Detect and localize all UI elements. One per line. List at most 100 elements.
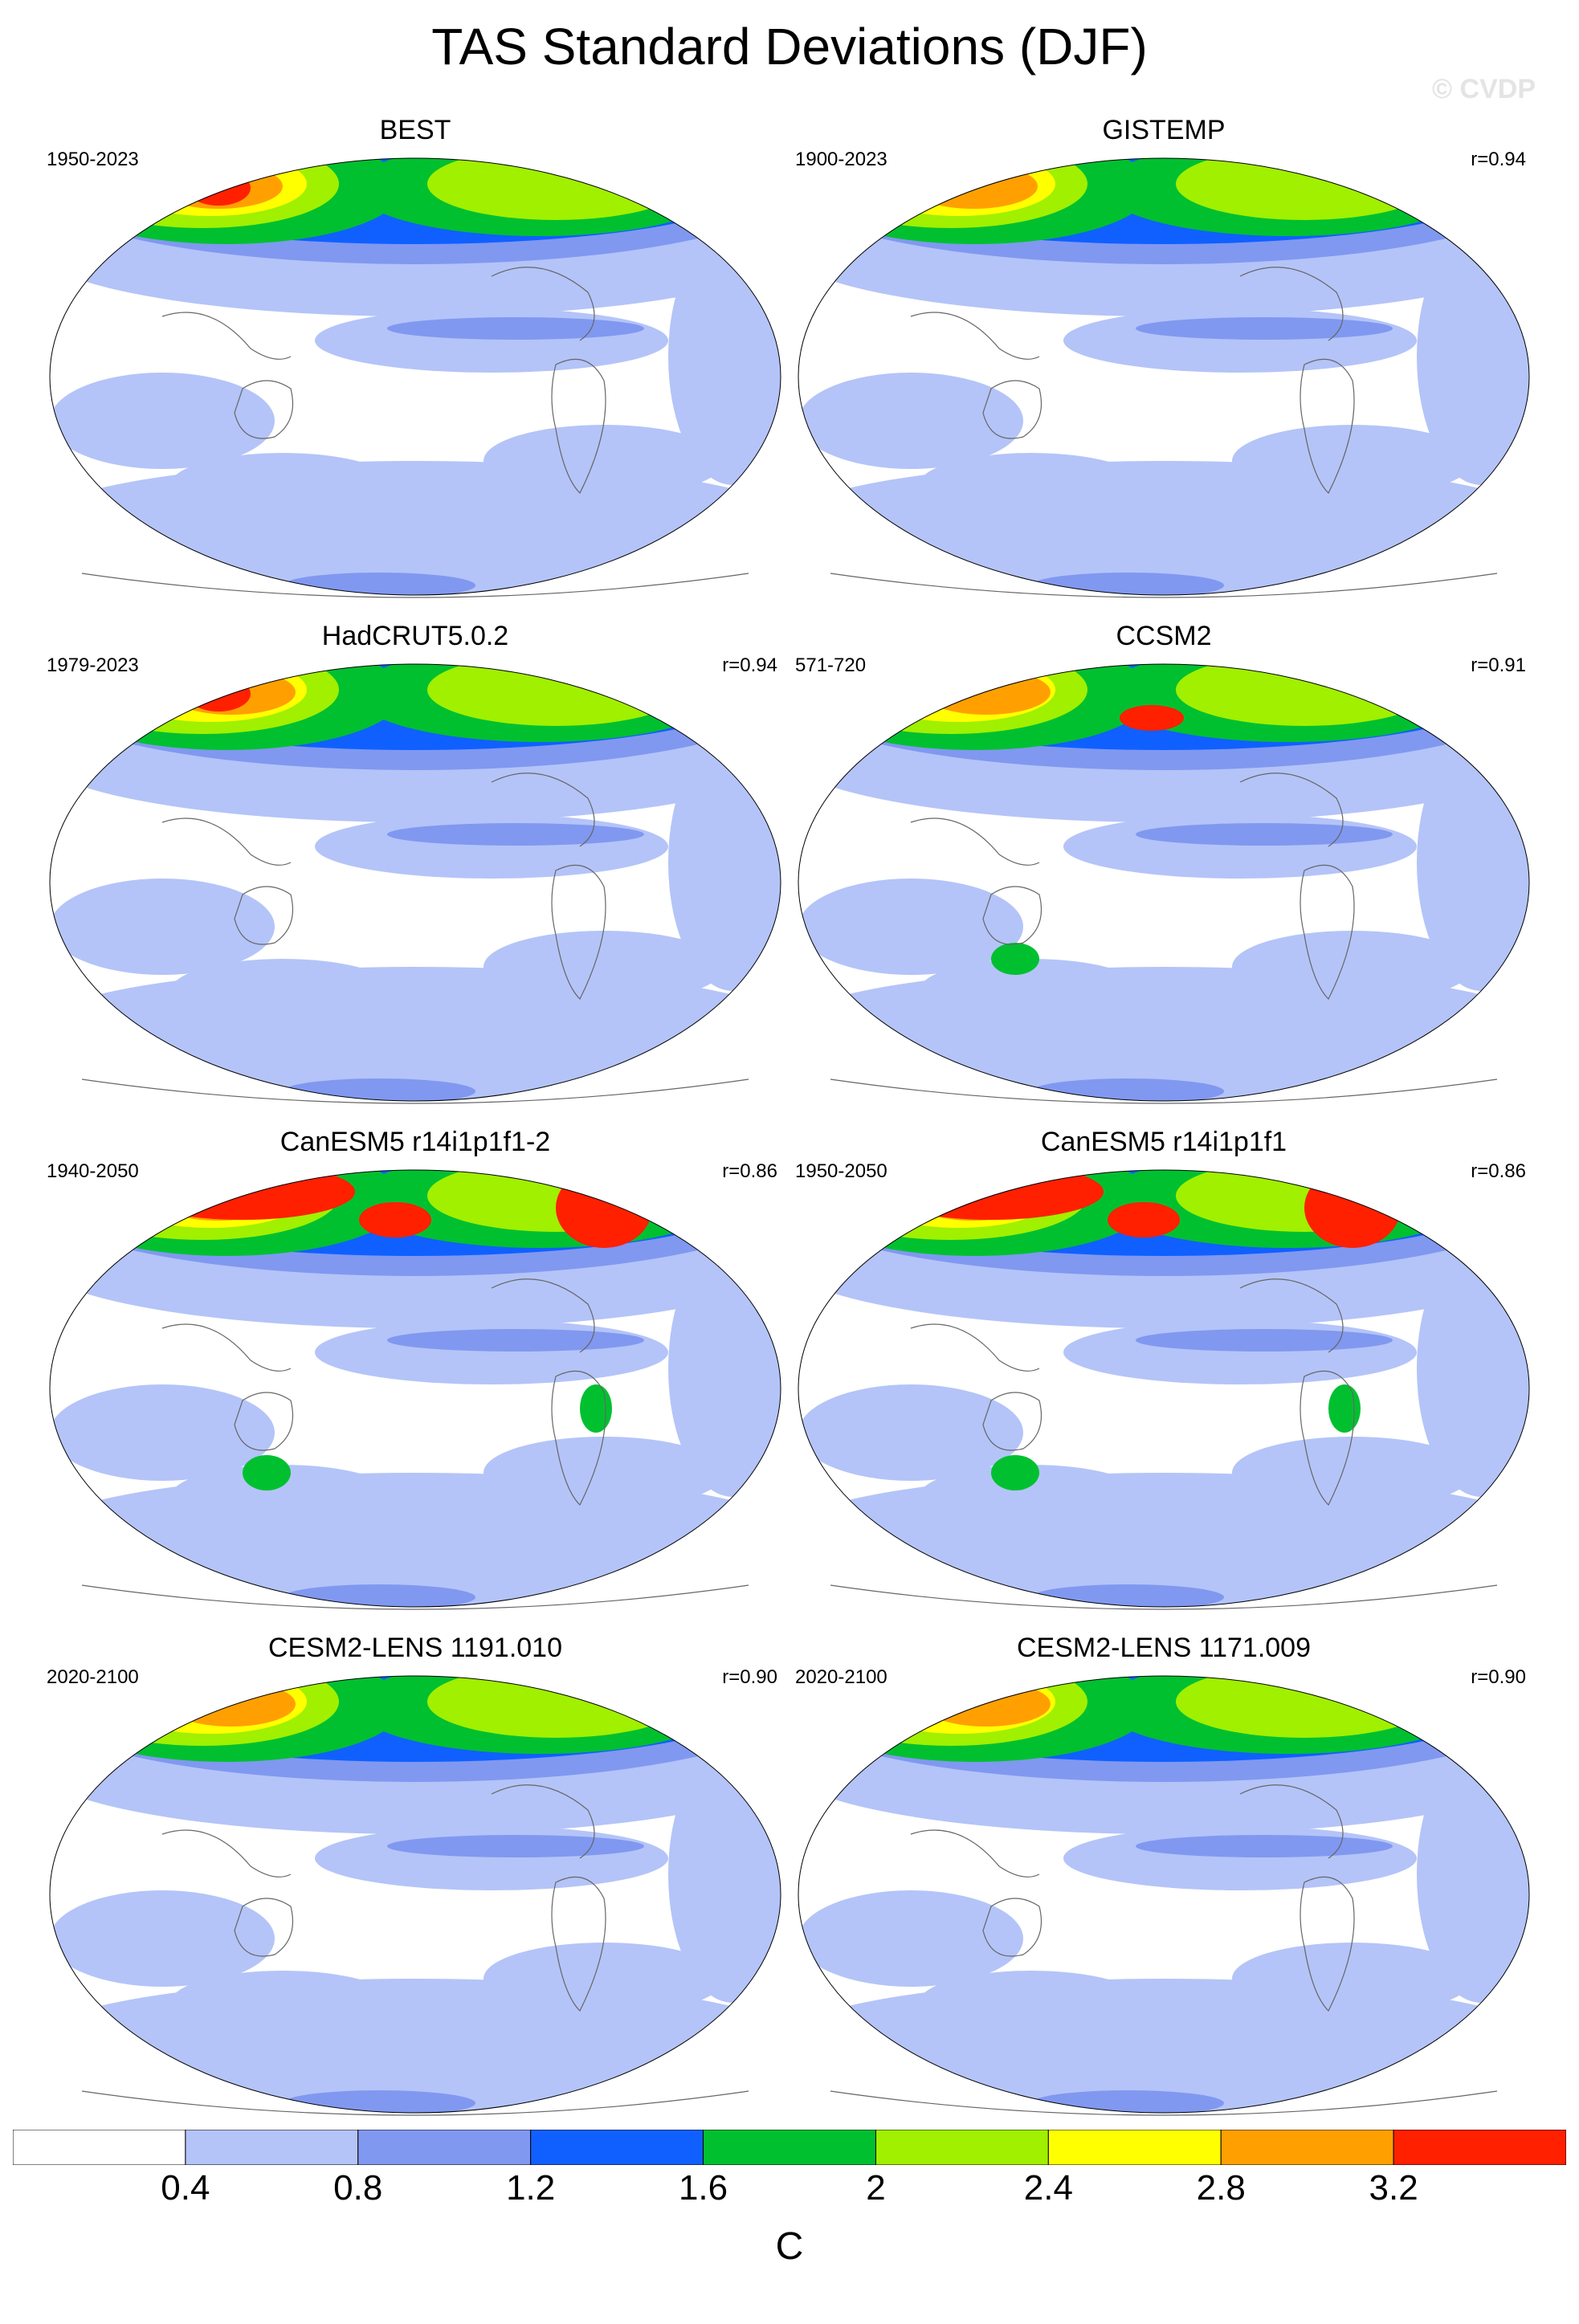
- map-field: [50, 664, 781, 1101]
- colorbar-swatch: [875, 2130, 1049, 2165]
- equatorial-pacific-band: [1136, 317, 1393, 340]
- south-indian-region: [919, 1971, 1144, 2035]
- eurasia-28: [909, 164, 1038, 209]
- asia-coast: [910, 312, 1040, 360]
- colorbar-tick-label: 2: [866, 2168, 886, 2208]
- south-america-coast: [551, 1876, 606, 2012]
- colorbar-svg: [13, 2130, 1566, 2165]
- panel-period: 1900-2023: [795, 149, 887, 170]
- panel-title: HadCRUT5.0.2: [321, 621, 509, 651]
- north-america-coast: [1239, 267, 1344, 341]
- central-32: [1108, 1202, 1180, 1237]
- panel-correlation: r=0.94: [722, 654, 777, 676]
- australia-coast: [982, 1392, 1042, 1451]
- equatorial-pacific-band: [1136, 823, 1393, 846]
- antarctica-coast: [830, 2090, 1498, 2116]
- asia-coast: [161, 1829, 292, 1878]
- northern-hemisphere-field: [798, 664, 1529, 770]
- south-pacific-region: [1232, 1437, 1473, 1509]
- indian-ocean-region: [798, 373, 1023, 469]
- panel-period: 1950-2023: [47, 149, 139, 170]
- indian-ocean-region: [798, 1384, 1023, 1481]
- panel-period: 2020-2100: [795, 1666, 887, 1688]
- map-panel: CCSM2 571-720 r=0.91: [790, 620, 1537, 1111]
- map-border: [798, 1169, 1530, 1608]
- watermark: © CVDP: [1432, 74, 1536, 104]
- map-field: [50, 158, 781, 595]
- panel-period: 1979-2023: [47, 654, 139, 676]
- australia-coast: [234, 886, 294, 945]
- map-field: [798, 664, 1529, 1101]
- robinson-map: [798, 157, 1530, 598]
- panel-period: 1940-2050: [47, 1160, 139, 1182]
- map-panel: CESM2-LENS 1171.009 2020-2100 r=0.90: [790, 1632, 1537, 2123]
- australia-16: [243, 1455, 291, 1490]
- north-america-coast: [1239, 773, 1344, 847]
- antarctica-coast: [830, 1078, 1498, 1104]
- map-panel: HadCRUT5.0.2 1979-2023 r=0.94: [42, 620, 789, 1111]
- north-america-coast: [491, 773, 595, 847]
- indian-ocean-region: [50, 373, 275, 469]
- north-america-coast: [1239, 1784, 1344, 1859]
- south-america-16: [580, 1384, 612, 1433]
- map-panel: CESM2-LENS 1191.010 2020-2100 r=0.90: [42, 1632, 789, 2123]
- panel-title: CESM2-LENS 1191.010: [267, 1633, 562, 1663]
- colorbar: [13, 2130, 1566, 2165]
- south-america-coast: [1300, 358, 1355, 495]
- antarctica-coast: [81, 573, 749, 598]
- equatorial-pacific-band: [1136, 1329, 1393, 1352]
- equatorial-pacific-band: [387, 1835, 644, 1857]
- north-america-coast: [1239, 1278, 1344, 1353]
- coastlines: [81, 773, 749, 1104]
- robinson-map: [49, 1169, 781, 1610]
- eurasia-28: [922, 1682, 1051, 1727]
- australia-coast: [234, 380, 294, 439]
- robinson-map: [798, 663, 1530, 1104]
- colorbar-swatch: [530, 2130, 704, 2165]
- panel-period: 571-720: [795, 654, 867, 676]
- asia-coast: [910, 1323, 1040, 1372]
- map-border: [49, 1169, 781, 1608]
- colorbar-tick-label: 0.4: [161, 2168, 210, 2208]
- panel-title: GISTEMP: [1102, 115, 1226, 145]
- south-america-coast: [1300, 1370, 1355, 1507]
- colorbar-swatch: [185, 2130, 359, 2165]
- south-america-coast: [551, 1370, 606, 1507]
- south-america-16: [1328, 1384, 1361, 1433]
- colorbar-tick-label: 0.8: [333, 2168, 383, 2208]
- panel-correlation: r=0.86: [1471, 1160, 1526, 1182]
- australia-coast: [982, 1898, 1042, 1957]
- colorbar-tick-label: 2.8: [1196, 2168, 1246, 2208]
- asia-coast: [161, 817, 292, 866]
- south-indian-region: [170, 959, 395, 1023]
- south-indian-region: [170, 1465, 395, 1529]
- south-indian-region: [170, 453, 395, 517]
- robinson-map: [49, 157, 781, 598]
- equatorial-pacific-band: [1136, 1835, 1393, 1857]
- map-border: [49, 157, 781, 596]
- south-pacific-region: [483, 425, 724, 497]
- coastlines: [830, 267, 1498, 598]
- antarctica-coast: [81, 1078, 749, 1104]
- robinson-map: [49, 1675, 781, 2116]
- south-pacific-region: [483, 1943, 724, 2015]
- robinson-map: [798, 1169, 1530, 1610]
- coastlines: [81, 267, 749, 598]
- coastlines: [830, 1278, 1498, 1610]
- australia-coast: [234, 1392, 294, 1451]
- south-america-coast: [551, 358, 606, 495]
- coastlines: [830, 1784, 1498, 2116]
- south-pacific-region: [483, 1437, 724, 1509]
- colorbar-tick-label: 1.2: [506, 2168, 556, 2208]
- australia-coast: [982, 886, 1042, 945]
- coastlines: [81, 1278, 749, 1610]
- north-america-32: [556, 1170, 652, 1248]
- map-field: [50, 1170, 781, 1607]
- colorbar-swatch: [1047, 2130, 1222, 2165]
- north-america-coast: [491, 267, 595, 341]
- australia-16: [991, 943, 1039, 975]
- south-indian-region: [919, 453, 1144, 517]
- panel-correlation: r=0.91: [1471, 654, 1526, 676]
- antarctica-coast: [81, 2090, 749, 2116]
- south-indian-region: [919, 1465, 1144, 1529]
